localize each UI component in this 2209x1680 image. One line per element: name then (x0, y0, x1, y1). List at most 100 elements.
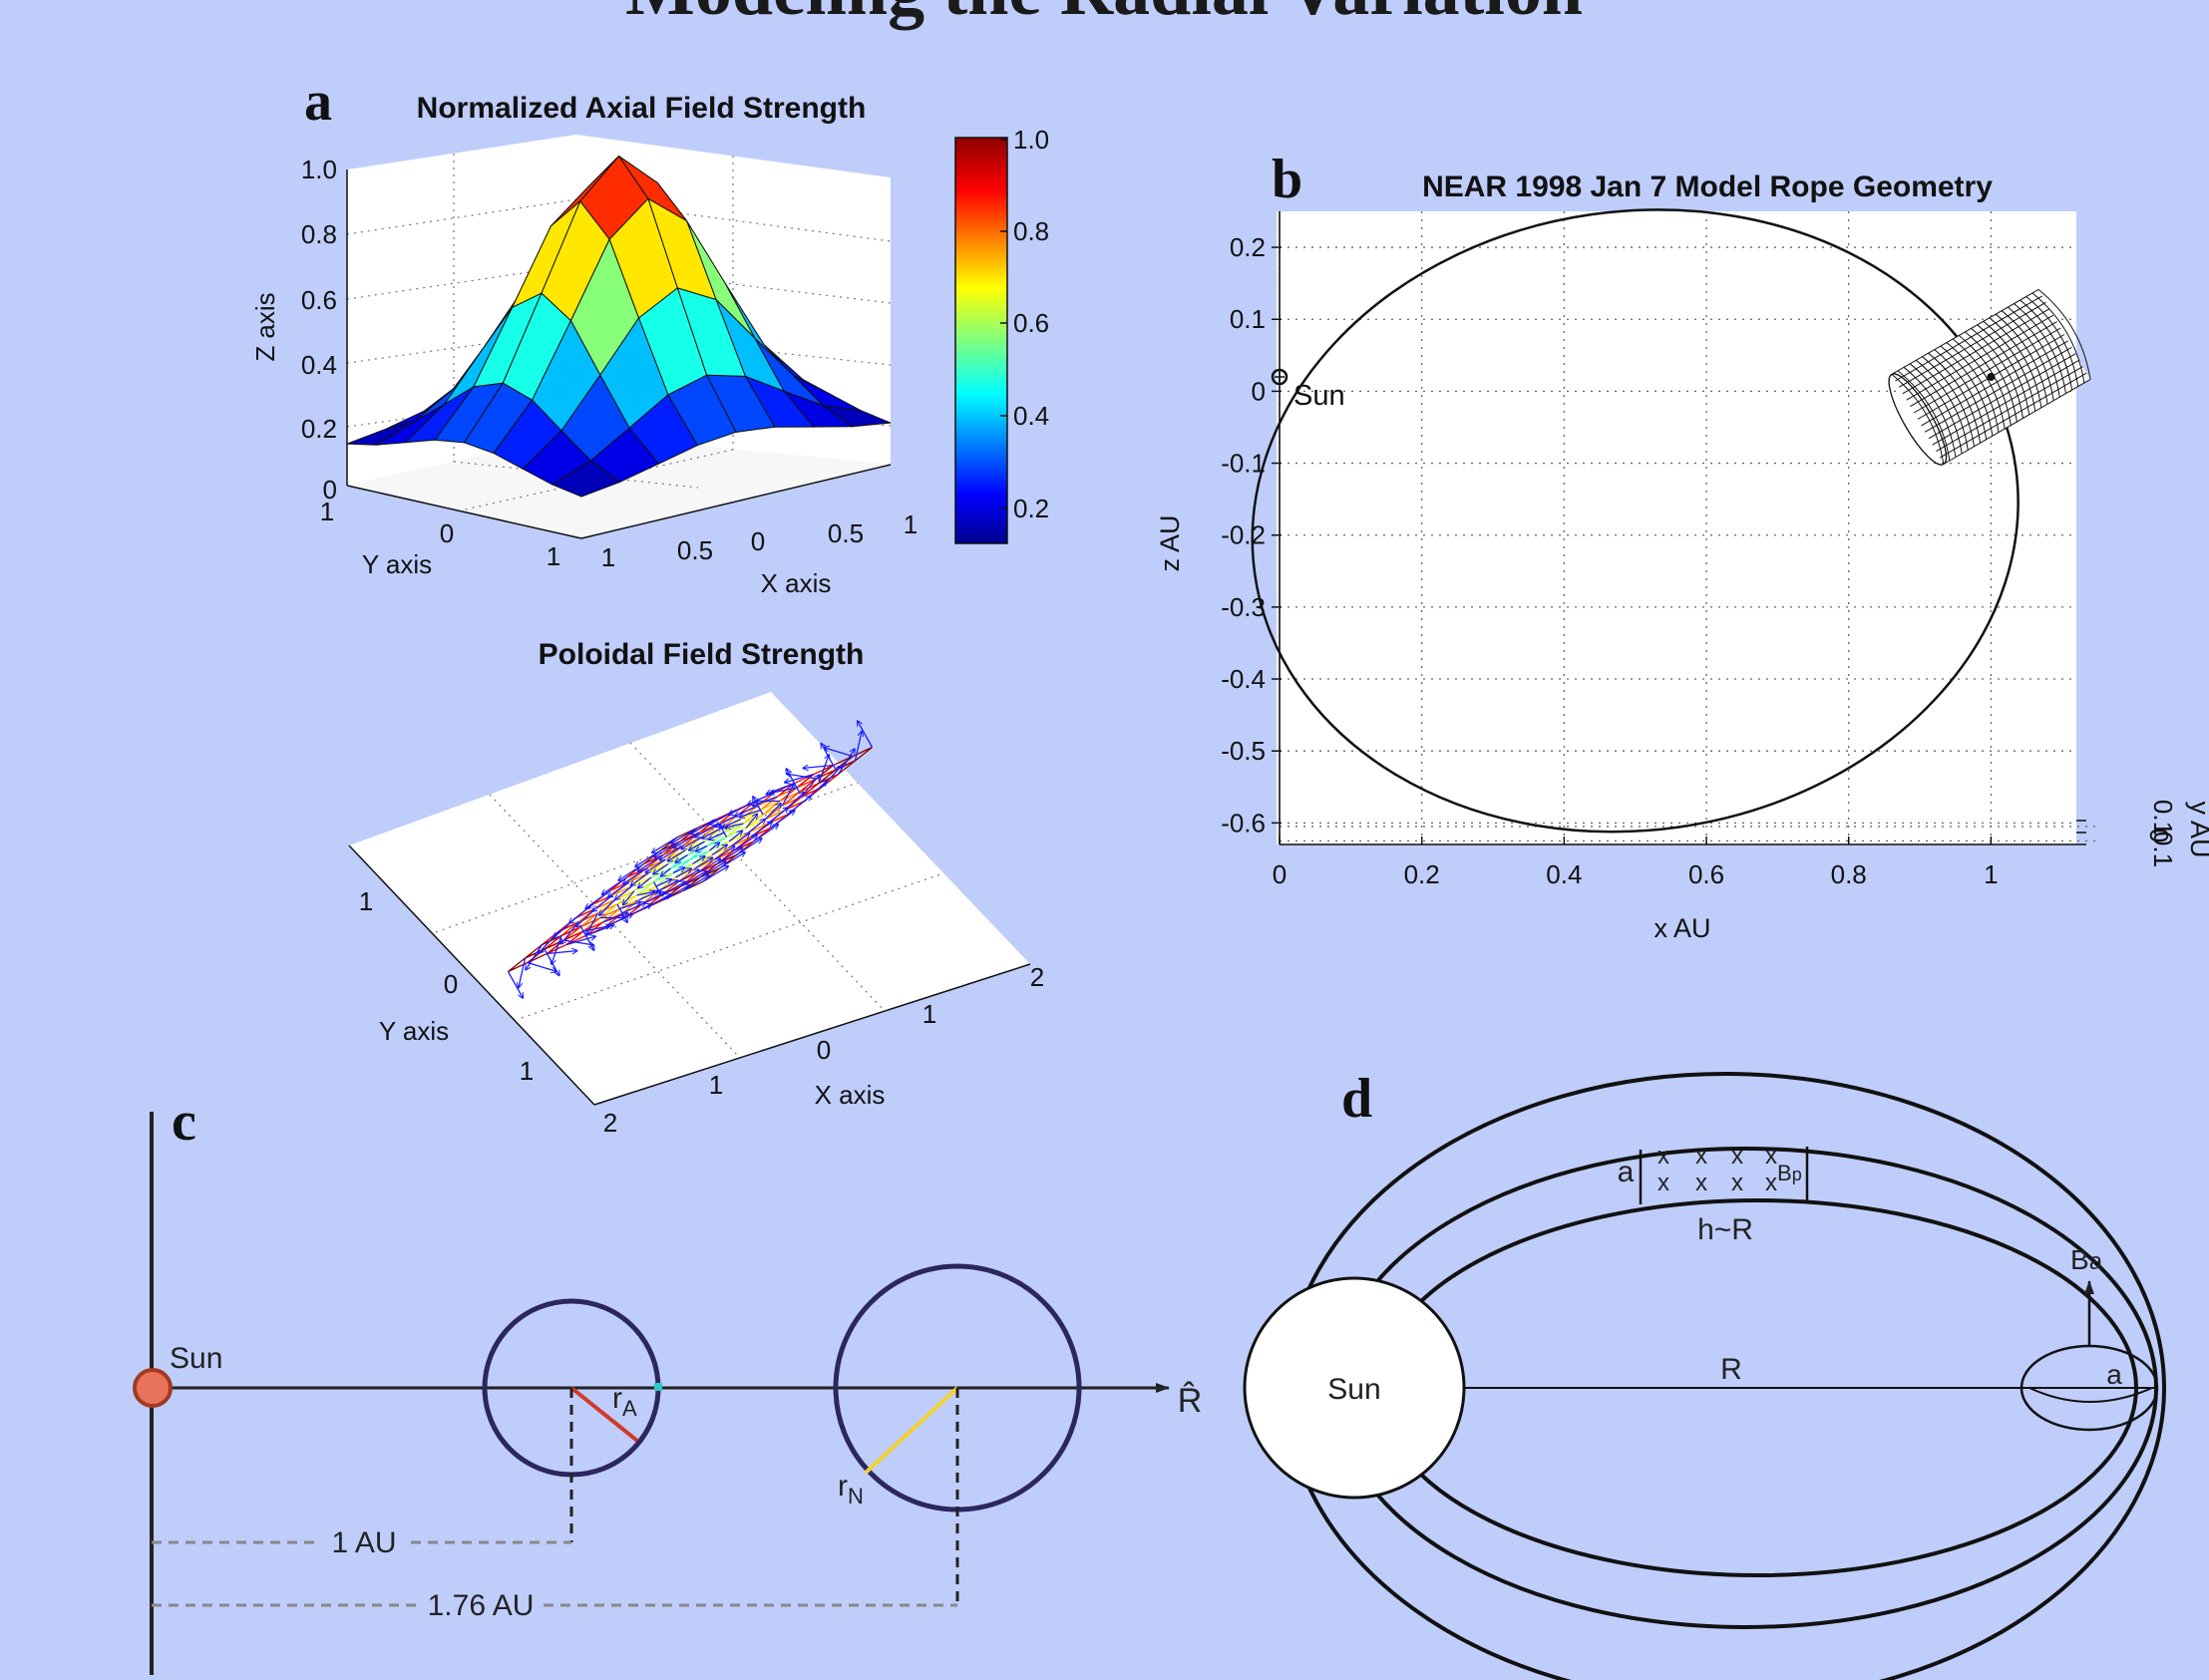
poloidal-vector (748, 820, 766, 834)
poloidal-vector (765, 804, 782, 820)
x-tick-label: 0 (751, 526, 765, 556)
quiver-y-tick-label: 1 (359, 886, 373, 916)
flux-rope-strand (1943, 379, 2091, 465)
poloidal-vector (655, 879, 671, 887)
x-mark: x (1695, 1170, 1707, 1196)
sun-circle (1243, 1276, 1466, 1500)
poloidal-vector (661, 867, 671, 876)
poloidal-vector (623, 867, 647, 884)
poloidal-vector (720, 825, 728, 838)
quiver-y-ticks: 1 0 1 (359, 886, 534, 1086)
x-tick-label: 0.5 (828, 518, 864, 548)
x-mark: x (1765, 1170, 1777, 1196)
poloidal-vector (689, 840, 705, 850)
panel-c-letter: c (172, 1091, 196, 1153)
chart-ticks: 0 0.2 0.4 0.6 0.8 10.20.10-0.1-0.2-0.3-0.4-0.… (1221, 211, 2086, 889)
poloidal-vector (507, 971, 524, 998)
z-tick-label: 0.4 (301, 350, 337, 380)
poloidal-vector (740, 809, 761, 818)
flux-rope-strand (1910, 321, 2057, 408)
poloidal-vector (660, 844, 683, 860)
z-tick-label: 0.8 (301, 219, 337, 249)
flux-rope-strand (1939, 372, 2087, 459)
z-tick-label: 0 (323, 475, 337, 504)
flux-rope-strand (1932, 359, 2080, 446)
chart-title: NEAR 1998 Jan 7 Model Rope Geometry (1422, 170, 1993, 203)
chart-x-axis-label: x AU (1654, 913, 1710, 943)
flux-rope-end (1888, 373, 1948, 466)
surface-y-ticks: 1 0 1 (320, 497, 560, 571)
flux-rope-strand (1895, 295, 2042, 382)
chart-x-tick-label: 0 (1273, 859, 1287, 889)
x-mark: x (1695, 1143, 1707, 1170)
radius-r-a (569, 1386, 639, 1443)
surface-z-ticks: 1.0 0.8 0.6 0.4 0.2 0 (301, 155, 337, 504)
chart-x-tick-label: 1 (1984, 859, 1998, 889)
poloidal-vector (619, 902, 641, 910)
poloidal-vector (602, 913, 628, 923)
radial-axis-label: R̂ (1178, 1381, 1203, 1420)
r-label: R (1720, 1353, 1742, 1386)
h-label: h~R (1697, 1213, 1753, 1246)
chart-y-tick-label: -0.6 (1221, 808, 1266, 838)
poloidal-vector (631, 871, 649, 886)
quiver-y-tick-label: 1 (520, 1056, 534, 1086)
chart-x-tick-label: 0.4 (1546, 859, 1582, 889)
poloidal-vector (585, 889, 610, 909)
x-mark: x (1657, 1143, 1669, 1170)
quiver-x-tick-label: 1 (709, 1070, 723, 1100)
poloidal-field-vectors (507, 721, 874, 998)
poloidal-vector (675, 868, 692, 878)
flux-rope-strand (1891, 288, 2039, 375)
flux-rope-strand (1936, 366, 2083, 453)
y-tick-label: 1 (320, 497, 334, 526)
poloidal-vector (858, 721, 874, 748)
panel-c: c R̂ Sun rA rN 1 AU 1.76 AU (133, 1091, 1203, 1675)
poloidal-vector (624, 904, 652, 919)
poloidal-vector (641, 892, 665, 905)
quiver-x-tick-label: 2 (1030, 962, 1044, 992)
quiver-y-axis-label: Y axis (379, 1016, 449, 1046)
poloidal-vector (787, 769, 801, 793)
poloidal-vector (621, 902, 645, 914)
rope-cross-section-front (2028, 1387, 2153, 1403)
x-tick-label: 0.5 (677, 535, 713, 565)
chart-z-ticks-marks (2076, 820, 2086, 845)
poloidal-vector (726, 823, 744, 828)
x-tick-label: 1 (904, 509, 918, 539)
poloidal-vector (623, 890, 635, 905)
chart-y-tick-label: -0.2 (1221, 520, 1266, 550)
chart-sun-label: Sun (1293, 380, 1345, 412)
poloidal-vector (696, 844, 708, 851)
sun-marker (1271, 368, 1289, 386)
poloidal-vector (636, 891, 655, 896)
z-tick-label: 0.6 (301, 285, 337, 315)
y-tick-label: 1 (547, 541, 560, 571)
z-tick-label: 1.0 (301, 155, 337, 184)
poloidal-vector (565, 936, 595, 946)
flux-rope-strand (1928, 353, 2076, 440)
quiver-title: Poloidal Field Strength (539, 638, 865, 671)
flux-rope-center (1987, 373, 1996, 381)
distance-1-76-au: 1.76 AU (428, 1589, 535, 1622)
x-mark: x (1765, 1143, 1777, 1170)
quiver-x-axis-label: X axis (815, 1080, 886, 1110)
quiver-x-tick-label: 0 (817, 1035, 831, 1065)
poloidal-vector (663, 885, 690, 901)
poloidal-vector (692, 856, 705, 865)
surface-box-edges (346, 169, 892, 539)
poloidal-vector (709, 842, 720, 851)
quiver-plane (349, 692, 1030, 1105)
surface-floor (347, 435, 891, 538)
chart-x-tick-label: 0.2 (1404, 859, 1440, 889)
poloidal-vector (527, 961, 556, 972)
poloidal-vector (753, 797, 764, 816)
poloidal-vector (615, 885, 632, 899)
distance-guides (152, 1388, 959, 1607)
chart-y-tick-label: -0.1 (1221, 449, 1266, 479)
poloidal-vector (608, 880, 630, 897)
flux-rope-ring (2031, 292, 2085, 384)
poloidal-vector (646, 858, 666, 872)
poloidal-vector (668, 849, 686, 861)
